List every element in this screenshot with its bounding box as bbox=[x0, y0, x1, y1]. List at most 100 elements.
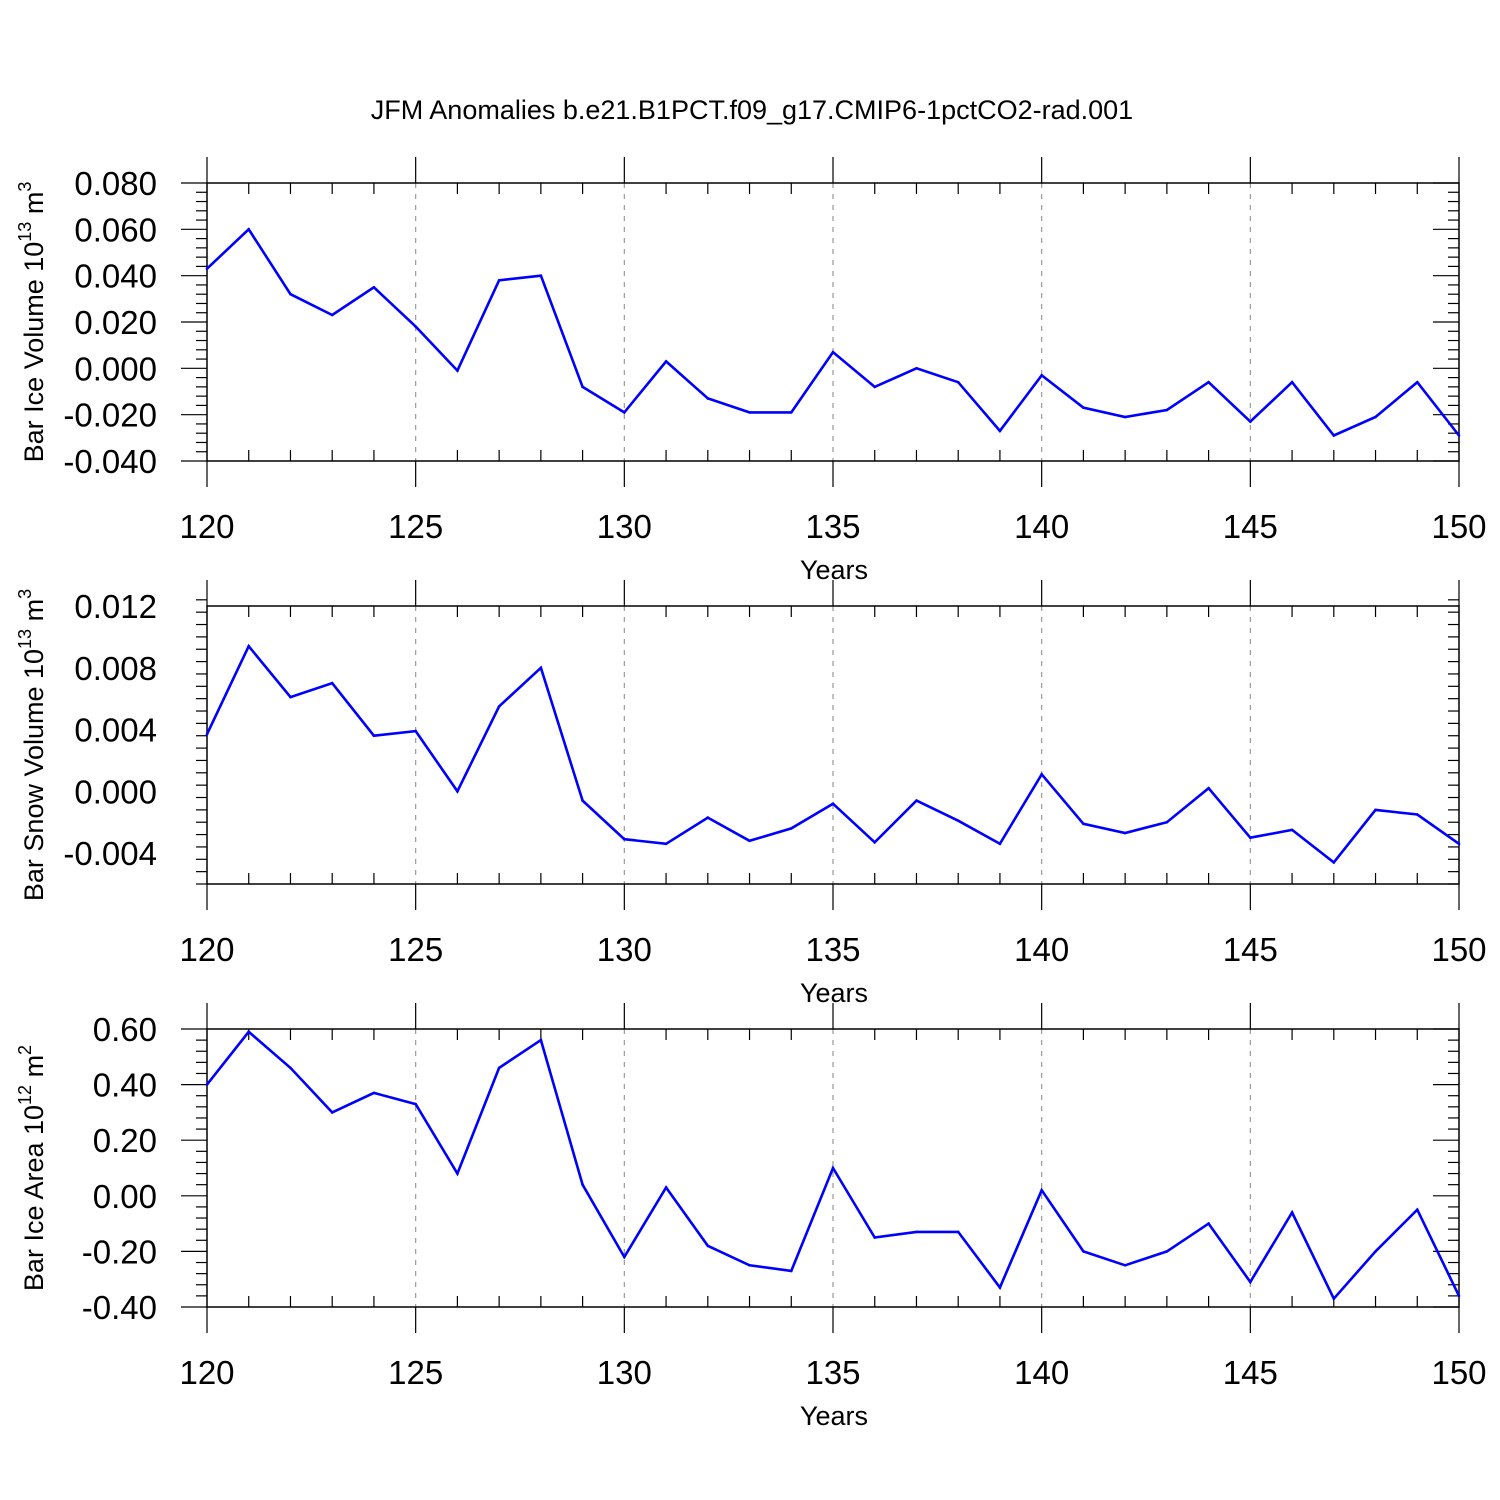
data-point bbox=[706, 397, 710, 400]
data-point bbox=[330, 313, 334, 317]
y-tick-label: -0.040 bbox=[63, 443, 157, 480]
data-point bbox=[1290, 1211, 1294, 1214]
data-point bbox=[1415, 813, 1419, 816]
data-point bbox=[915, 367, 918, 370]
data-point bbox=[289, 292, 292, 296]
y-axis-label-part: 12 bbox=[15, 1085, 35, 1105]
y-axis-label-part: m bbox=[19, 192, 49, 222]
x-tick-label: 140 bbox=[1014, 508, 1069, 545]
x-tick-label: 135 bbox=[805, 931, 860, 968]
data-point bbox=[998, 429, 1002, 433]
x-tick-label: 130 bbox=[597, 508, 652, 545]
x-tick-label: 150 bbox=[1431, 508, 1486, 545]
data-point bbox=[205, 732, 209, 736]
data-point bbox=[1249, 420, 1252, 423]
data-point bbox=[456, 1172, 459, 1175]
data-point bbox=[789, 827, 793, 830]
data-point bbox=[372, 285, 376, 289]
x-tick-label: 125 bbox=[388, 508, 443, 545]
y-axis-label-part: Bar Ice Area 10 bbox=[19, 1105, 49, 1291]
data-point bbox=[1123, 831, 1127, 835]
data-point bbox=[1415, 380, 1419, 384]
data-point bbox=[623, 411, 626, 414]
y-axis-label-part: m bbox=[19, 599, 49, 629]
y-tick-label: 0.020 bbox=[74, 304, 157, 341]
data-point bbox=[956, 380, 960, 384]
figure-title: JFM Anomalies b.e21.B1PCT.f09_g17.CMIP6-… bbox=[371, 95, 1133, 125]
panel-3: 120 125 130 135 140 145 150 -0.40 -0.20 0.00 0.20 0… bbox=[15, 1003, 1487, 1431]
data-point bbox=[706, 816, 710, 819]
data-point bbox=[247, 644, 251, 648]
data-point bbox=[581, 1183, 584, 1186]
data-point bbox=[956, 1230, 960, 1234]
x-tick-label: 130 bbox=[597, 1354, 652, 1391]
data-point bbox=[456, 369, 459, 372]
data-point bbox=[1249, 1280, 1252, 1284]
x-tick-label: 130 bbox=[597, 931, 652, 968]
y-tick-label: 0.060 bbox=[74, 211, 157, 248]
data-point bbox=[456, 790, 459, 793]
data-point bbox=[414, 729, 417, 733]
data-point bbox=[1415, 1208, 1419, 1211]
y-axis-label-part: 3 bbox=[15, 589, 35, 599]
data-point bbox=[1374, 415, 1377, 419]
x-tick-label: 120 bbox=[179, 508, 234, 545]
y-tick-label: -0.004 bbox=[63, 835, 157, 872]
x-tick-label: 125 bbox=[388, 931, 443, 968]
data-point bbox=[330, 681, 334, 685]
data-point bbox=[998, 1286, 1002, 1289]
data-point bbox=[247, 228, 251, 231]
data-point bbox=[497, 1066, 501, 1070]
y-axis-label-part: m bbox=[19, 1055, 49, 1085]
data-point bbox=[1457, 842, 1461, 846]
y-tick-label: 0.040 bbox=[74, 258, 157, 295]
x-axis-label: Years bbox=[800, 1401, 868, 1431]
y-axis-label-part: 13 bbox=[15, 629, 35, 649]
data-point bbox=[1249, 836, 1252, 839]
data-point bbox=[1082, 822, 1085, 826]
data-point bbox=[497, 705, 501, 708]
data-point bbox=[831, 802, 835, 805]
data-point bbox=[1457, 1294, 1461, 1298]
y-tick-label: -0.20 bbox=[82, 1233, 157, 1270]
y-tick-label: -0.020 bbox=[63, 397, 157, 434]
data-point bbox=[330, 1111, 334, 1114]
data-point bbox=[1082, 1250, 1085, 1253]
y-axis-label: Bar Ice Area 1012 m2 bbox=[15, 1045, 49, 1291]
x-tick-label: 135 bbox=[805, 1354, 860, 1391]
data-point bbox=[1374, 1250, 1377, 1253]
x-tick-label: 135 bbox=[805, 508, 860, 545]
y-tick-label: 0.000 bbox=[74, 350, 157, 387]
y-tick-label: 0.000 bbox=[74, 773, 157, 810]
data-point bbox=[956, 819, 960, 822]
data-point bbox=[873, 841, 877, 844]
data-point bbox=[831, 1166, 835, 1170]
x-tick-label: 150 bbox=[1431, 931, 1486, 968]
data-point bbox=[789, 1269, 793, 1273]
y-tick-label: 0.012 bbox=[74, 588, 157, 625]
y-axis-label-part: Bar Snow Volume 10 bbox=[19, 649, 49, 901]
data-point bbox=[247, 1030, 251, 1034]
y-tick-label: 0.008 bbox=[74, 650, 157, 687]
chart-panels: 120 125 130 135 140 145 150 -0.040 -0.020 0.000 0.… bbox=[15, 157, 1487, 1431]
x-tick-label: 140 bbox=[1014, 1354, 1069, 1391]
data-point bbox=[581, 385, 584, 389]
data-point bbox=[623, 1255, 626, 1259]
data-point bbox=[1290, 380, 1294, 384]
x-tick-label: 120 bbox=[179, 1354, 234, 1391]
data-point bbox=[1332, 1297, 1336, 1300]
x-tick-label: 125 bbox=[388, 1354, 443, 1391]
y-tick-label: 0.40 bbox=[93, 1067, 157, 1104]
data-point bbox=[664, 1186, 668, 1189]
data-point bbox=[664, 842, 668, 846]
y-tick-label: 0.20 bbox=[93, 1122, 157, 1159]
data-point bbox=[664, 360, 668, 363]
y-tick-label: -0.40 bbox=[82, 1289, 157, 1326]
y-tick-label: 0.00 bbox=[93, 1178, 157, 1215]
plot-frame bbox=[206, 605, 1460, 885]
data-point bbox=[1082, 406, 1085, 410]
data-point bbox=[497, 279, 501, 282]
x-tick-label: 120 bbox=[179, 931, 234, 968]
x-tick-label: 145 bbox=[1223, 1354, 1278, 1391]
